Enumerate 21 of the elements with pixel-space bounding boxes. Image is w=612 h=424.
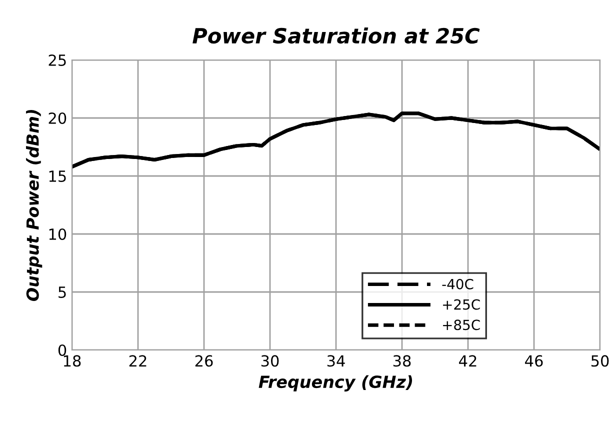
chart-title: Power Saturation at 25C [192,28,480,44]
x-axis-title: Frequency (GHz) [258,375,412,392]
legend-label: +85C [443,320,480,330]
y-tick-label: 5 [58,286,66,298]
x-tick-label: 50 [591,355,609,367]
x-tick-label: 42 [459,355,476,366]
x-tick-label: 18 [64,355,81,367]
y-tick-label: 10 [49,228,66,240]
y-tick-label: 0 [58,344,66,356]
x-tick-label: 34 [327,355,345,367]
y-tick-label: 15 [49,170,66,182]
legend-label: -40C [442,278,474,290]
x-tick-label: 26 [195,355,213,367]
y-tick-label: 25 [48,54,66,66]
x-tick-label: 30 [261,355,279,367]
y-axis-title: Output Power (dBm) [26,110,42,301]
y-tick-label: 20 [48,112,66,124]
x-tick-label: 46 [525,355,543,367]
x-tick-label: 22 [129,355,146,366]
x-tick-label: 38 [393,355,411,367]
legend-label: +25C [443,299,480,310]
